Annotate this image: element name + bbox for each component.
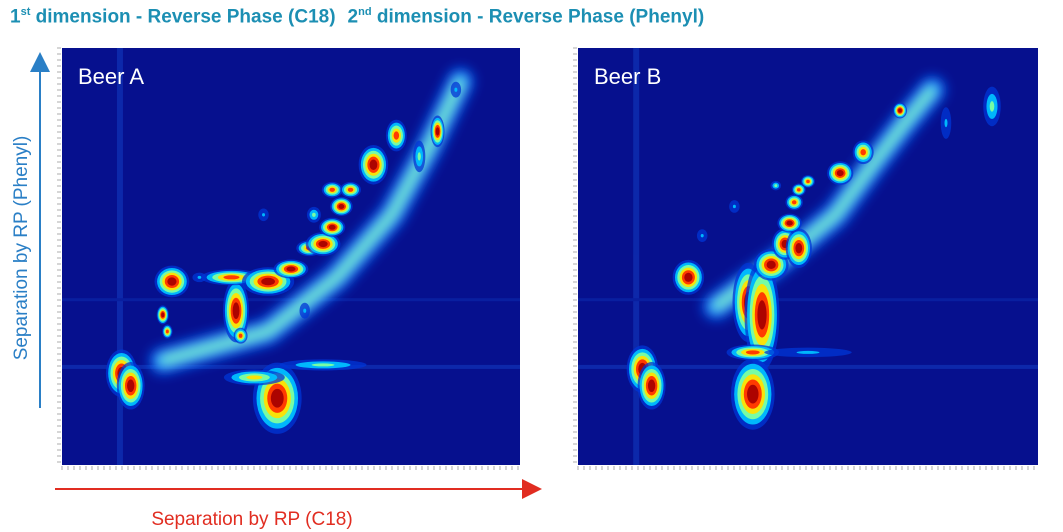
peak [770,180,782,191]
peak [852,140,874,165]
x-axis-label: Separation by RP (C18) [151,509,353,530]
peak [785,194,803,211]
peak [940,107,952,139]
peak [156,305,169,325]
peak [162,324,173,339]
peak [116,362,145,410]
peak [319,217,346,237]
peak [753,248,789,281]
peak [791,183,806,197]
panel-title: Beer A [78,64,144,89]
peak [321,181,343,198]
peak [306,206,321,223]
peak [672,259,705,295]
peak [893,102,907,119]
peak [252,362,302,434]
dim2-ordinal-suffix: nd [358,6,372,18]
panel-title: Beer B [594,64,661,89]
peak [330,196,353,216]
peak [764,347,852,358]
peak [154,265,190,298]
peak [744,259,780,371]
heatmap-panel-1 [62,48,520,465]
peak [730,358,775,430]
peak [233,327,248,344]
peak [413,140,426,173]
peak [299,302,310,319]
peak [983,86,1001,127]
dim2-title: dimension - Reverse Phase (Phenyl) [376,6,705,28]
dim1-ordinal-suffix: st [20,6,31,18]
peak [801,175,815,188]
peak [223,369,285,386]
y-axis-label: Separation by RP (Phenyl) [11,135,32,361]
dim2-ordinal: 2 [347,6,359,28]
baseline-streaks [578,48,1038,465]
peak [430,115,445,148]
axis-ticks [572,47,1038,472]
peak [192,272,207,283]
heatmap-panel-2 [578,48,1038,465]
peak [222,279,250,343]
peak [258,208,269,222]
peak [340,181,361,198]
peak [273,259,309,279]
peak [726,344,780,361]
figure-header: 1st dimension - Reverse Phase (C18) 2nd d… [10,6,704,28]
peak [777,213,802,233]
dim1-title: dimension - Reverse Phase (C18) [35,6,336,28]
peak [785,228,812,268]
dim1-ordinal: 1 [10,6,21,28]
peak [385,119,407,152]
peak [305,232,341,256]
peak [729,200,740,213]
peak [358,144,389,185]
peak [450,81,462,98]
peak [637,362,666,410]
peak [827,161,854,185]
peak [279,359,367,371]
peak [696,229,708,242]
axis-ticks [56,47,520,472]
